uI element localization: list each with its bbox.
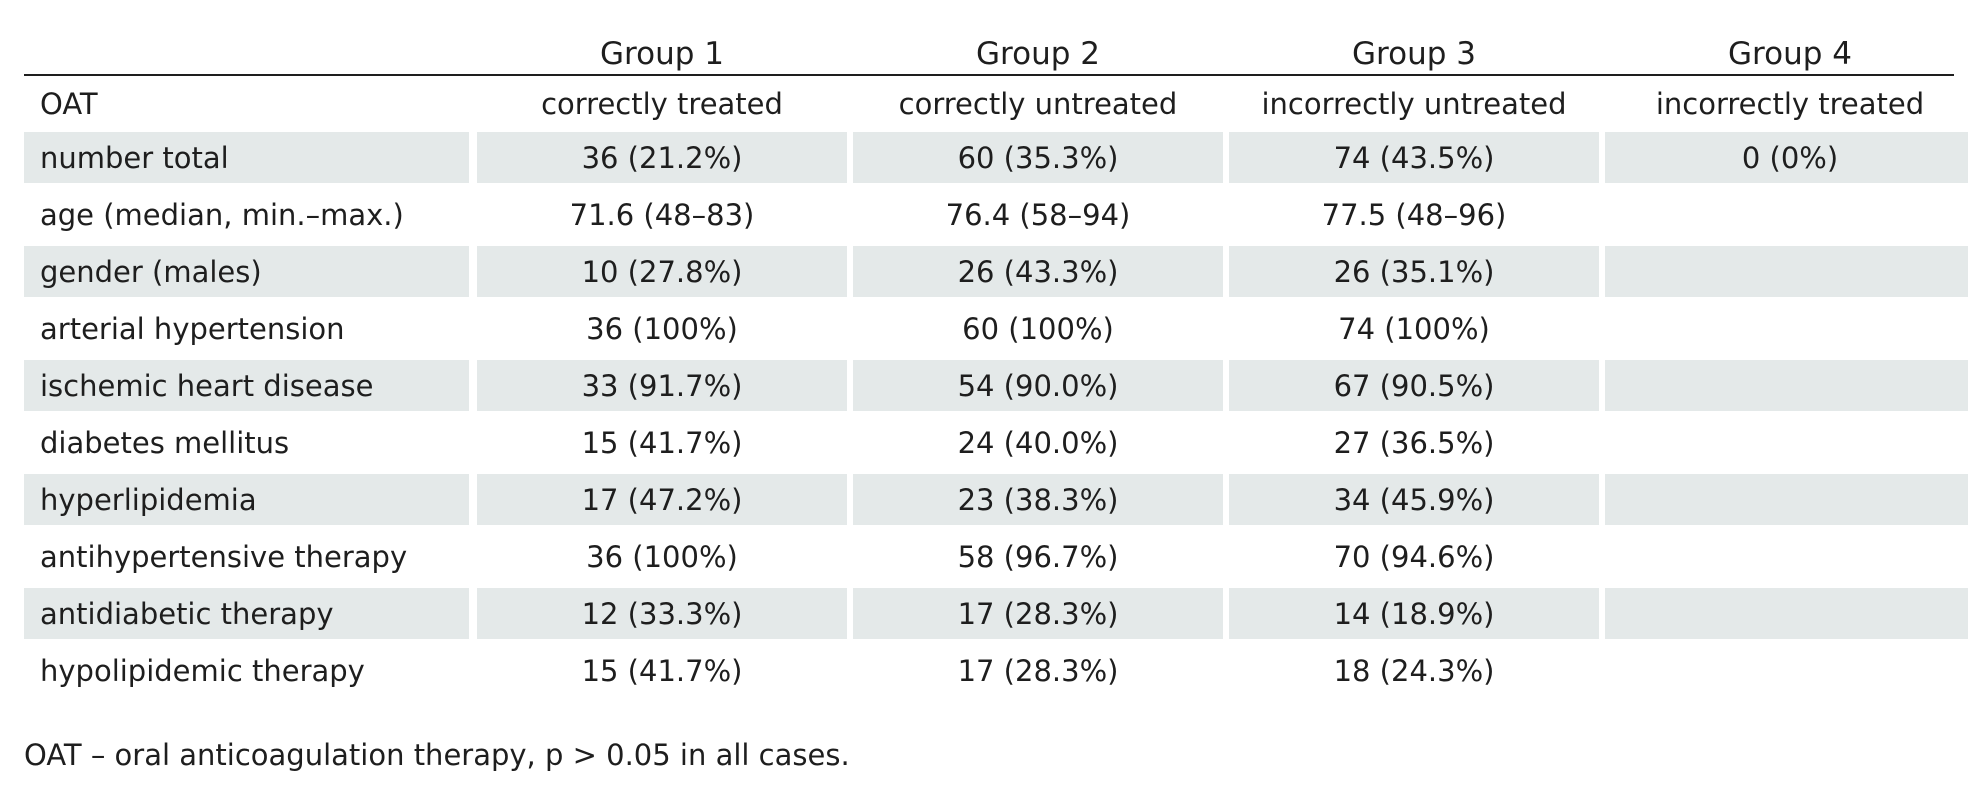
- table-row: hypolipidemic therapy 15 (41.7%) 17 (28.3%…: [24, 645, 1954, 696]
- cell-group-2: 23 (38.3%): [853, 474, 1223, 525]
- footnote: OAT – oral anticoagulation therapy, p > …: [24, 738, 850, 772]
- cell-group-3: 14 (18.9%): [1229, 588, 1599, 639]
- cell-group-1: 12 (33.3%): [477, 588, 847, 639]
- cell-group-2: 26 (43.3%): [853, 246, 1223, 297]
- cell-group-3: 34 (45.9%): [1229, 474, 1599, 525]
- row-label: hyperlipidemia: [24, 474, 469, 525]
- table-row: antidiabetic therapy 12 (33.3%) 17 (28.3%)…: [24, 588, 1968, 639]
- table-row: age (median, min.–max.) 71.6 (48–83) 76.4 …: [24, 189, 1954, 240]
- cell-group-4: [1605, 360, 1968, 411]
- table-row: ischemic heart disease 33 (91.7%) 54 (90.0…: [24, 360, 1968, 411]
- table-row: number total 36 (21.2%) 60 (35.3%) 74 (43.5…: [24, 132, 1968, 183]
- oat-label: OAT: [40, 87, 98, 121]
- cell-group-2: 17 (28.3%): [853, 588, 1223, 639]
- row-label: antihypertensive therapy: [40, 539, 408, 574]
- cell-group-1: 10 (27.8%): [477, 246, 847, 297]
- cell-group-2: 60 (100%): [962, 311, 1114, 346]
- group-3-header: Group 3: [1352, 36, 1476, 72]
- cell-group-3: 77.5 (48–96): [1321, 197, 1507, 232]
- group-header-row: Group 1 Group 2 Group 3 Group 4: [24, 34, 1954, 76]
- cell-group-2: 60 (35.3%): [853, 132, 1223, 183]
- row-label: arterial hypertension: [40, 311, 345, 346]
- cell-group-2: 54 (90.0%): [853, 360, 1223, 411]
- oat-row: OAT correctly treated correctly untreate…: [24, 76, 1954, 132]
- cell-group-1: 33 (91.7%): [477, 360, 847, 411]
- data-table: Group 1 Group 2 Group 3 Group 4 OAT corr…: [24, 34, 1968, 696]
- cell-group-1: 36 (100%): [586, 539, 738, 574]
- oat-value-group-2: correctly untreated: [898, 87, 1178, 121]
- group-2-header: Group 2: [976, 36, 1100, 72]
- cell-group-4: [1605, 645, 1968, 696]
- cell-group-3: 27 (36.5%): [1333, 425, 1495, 460]
- table-row: arterial hypertension 36 (100%) 60 (100%) 7…: [24, 303, 1954, 354]
- cell-group-3: 18 (24.3%): [1333, 653, 1495, 688]
- cell-group-1: 15 (41.7%): [581, 425, 743, 460]
- cell-group-3: 74 (100%): [1338, 311, 1490, 346]
- cell-group-1: 36 (100%): [586, 311, 738, 346]
- cell-group-1: 17 (47.2%): [477, 474, 847, 525]
- cell-group-1: 15 (41.7%): [581, 653, 743, 688]
- cell-group-2: 17 (28.3%): [957, 653, 1119, 688]
- cell-group-1: 36 (21.2%): [477, 132, 847, 183]
- row-label: ischemic heart disease: [24, 360, 469, 411]
- group-4-header: Group 4: [1728, 36, 1852, 72]
- cell-group-4: [1605, 474, 1968, 525]
- cell-group-3: 74 (43.5%): [1229, 132, 1599, 183]
- oat-value-group-1: correctly treated: [541, 87, 783, 121]
- cell-group-2: 76.4 (58–94): [945, 197, 1131, 232]
- cell-group-4: [1605, 588, 1968, 639]
- group-1-header: Group 1: [600, 36, 724, 72]
- row-label: gender (males): [24, 246, 469, 297]
- oat-value-group-4: incorrectly treated: [1655, 87, 1925, 121]
- table-row: hyperlipidemia 17 (47.2%) 23 (38.3%) 34 (45…: [24, 474, 1968, 525]
- table-row: diabetes mellitus 15 (41.7%) 24 (40.0%) 27 …: [24, 417, 1954, 468]
- cell-group-3: 70 (94.6%): [1333, 539, 1495, 574]
- table-body: number total 36 (21.2%) 60 (35.3%) 74 (43.5…: [24, 132, 1968, 696]
- table-row: gender (males) 10 (27.8%) 26 (43.3%) 26 (35…: [24, 246, 1968, 297]
- cell-group-4: [1605, 246, 1968, 297]
- oat-value-group-3: incorrectly untreated: [1261, 87, 1567, 121]
- cell-group-2: 24 (40.0%): [957, 425, 1119, 460]
- row-label: diabetes mellitus: [40, 425, 290, 460]
- cell-group-2: 58 (96.7%): [957, 539, 1119, 574]
- cell-group-3: 67 (90.5%): [1229, 360, 1599, 411]
- row-label: hypolipidemic therapy: [40, 653, 365, 688]
- cell-group-4: [1605, 417, 1968, 468]
- row-label: age (median, min.–max.): [40, 197, 404, 232]
- cell-group-4: [1605, 189, 1968, 240]
- row-label: number total: [24, 132, 469, 183]
- cell-group-1: 71.6 (48–83): [569, 197, 755, 232]
- cell-group-4: 0 (0%): [1605, 132, 1968, 183]
- table-row: antihypertensive therapy 36 (100%) 58 (96.…: [24, 531, 1954, 582]
- cell-group-4: [1605, 303, 1968, 354]
- row-label: antidiabetic therapy: [24, 588, 469, 639]
- cell-group-4: [1605, 531, 1968, 582]
- cell-group-3: 26 (35.1%): [1229, 246, 1599, 297]
